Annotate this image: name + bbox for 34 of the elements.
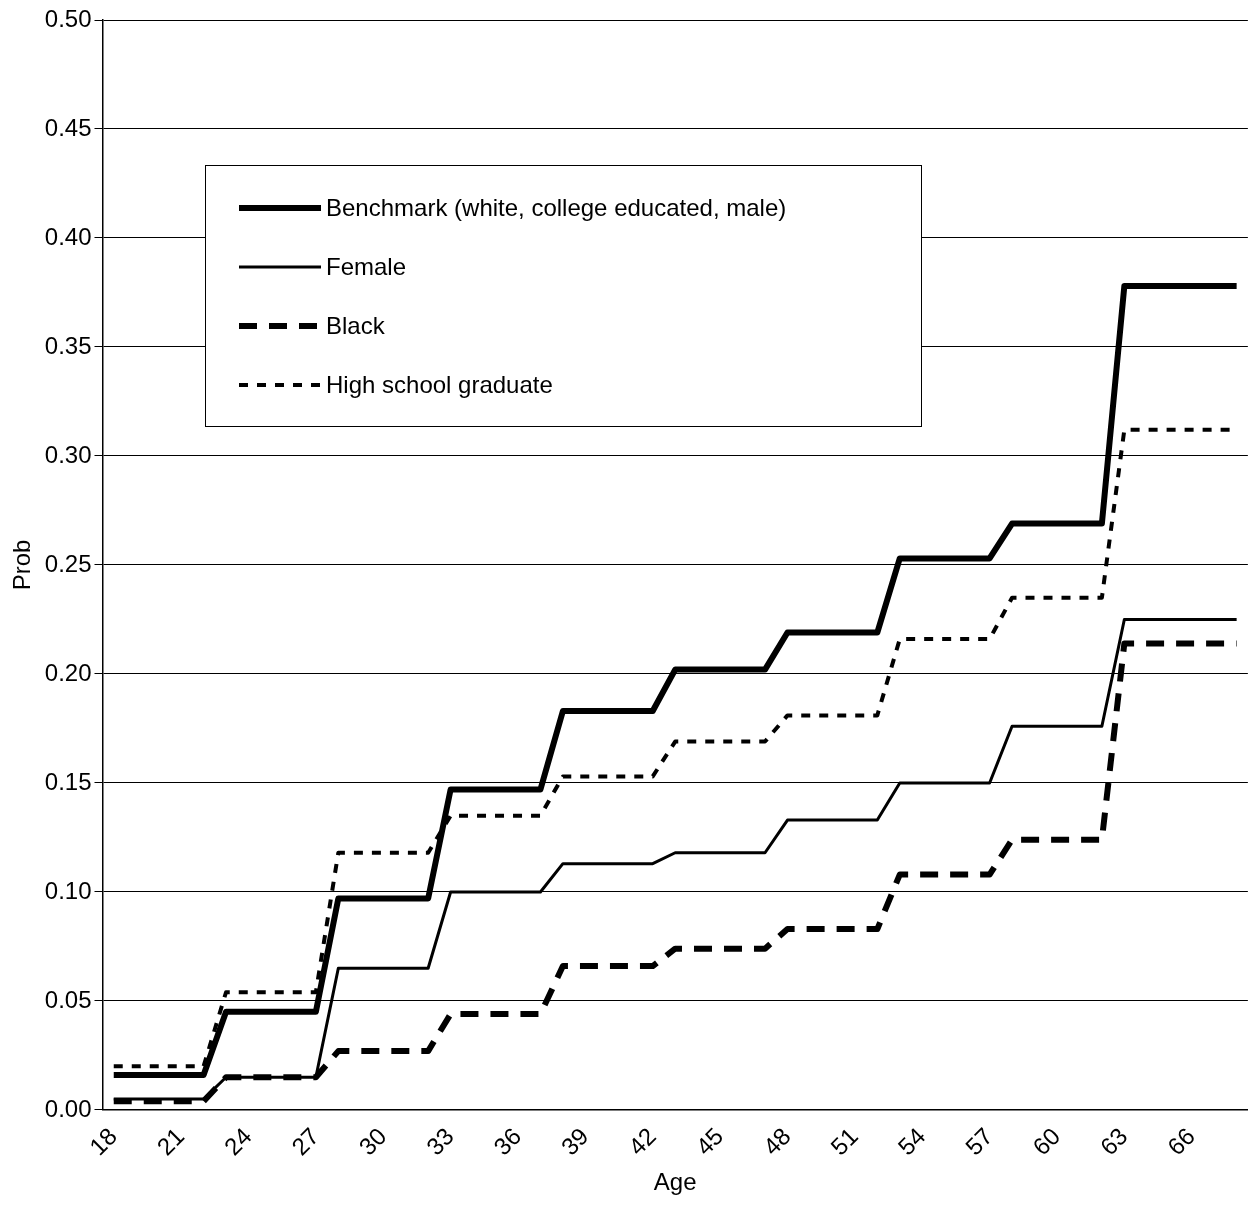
x-tick-label: 39	[555, 1122, 594, 1161]
x-tick-label: 66	[1161, 1122, 1200, 1161]
y-tick-label: 0.25	[44, 549, 92, 577]
x-tick-label: 30	[353, 1122, 392, 1161]
x-tick-label: 24	[218, 1122, 257, 1161]
x-tick-label: 57	[959, 1122, 998, 1161]
legend-label: Female	[326, 252, 407, 281]
y-tick-label: 0.45	[44, 113, 92, 141]
y-tick-label: 0.20	[44, 658, 92, 686]
x-tick-label: 51	[825, 1122, 864, 1161]
y-axis-title: Prob	[8, 539, 36, 591]
legend-label: Black	[326, 311, 385, 340]
x-tick-label: 48	[757, 1122, 796, 1161]
x-tick-label: 21	[151, 1122, 190, 1161]
x-tick-label: 63	[1094, 1122, 1133, 1161]
y-tick-label: 0.50	[44, 4, 92, 32]
legend-label: High school graduate	[326, 370, 553, 399]
x-tick-label: 33	[420, 1122, 459, 1161]
y-tick-label: 0.15	[44, 767, 92, 795]
x-tick-label: 27	[286, 1122, 325, 1161]
y-tick-label: 0.00	[44, 1094, 92, 1122]
x-tick-label: 36	[488, 1122, 527, 1161]
y-tick-label: 0.10	[44, 876, 92, 904]
x-tick-label: 42	[622, 1122, 661, 1161]
y-tick-label: 0.30	[44, 440, 92, 468]
y-tick-label: 0.40	[44, 222, 92, 250]
y-tick-label: 0.05	[44, 985, 92, 1013]
y-tick-label: 0.35	[44, 331, 92, 359]
x-tick-label: 18	[83, 1122, 122, 1161]
x-tick-label: 60	[1027, 1122, 1066, 1161]
legend-label: Benchmark (white, college educated, male)	[326, 193, 787, 222]
x-tick-label: 54	[892, 1122, 931, 1161]
x-tick-label: 45	[690, 1122, 729, 1161]
x-axis-title: Age	[653, 1168, 697, 1196]
